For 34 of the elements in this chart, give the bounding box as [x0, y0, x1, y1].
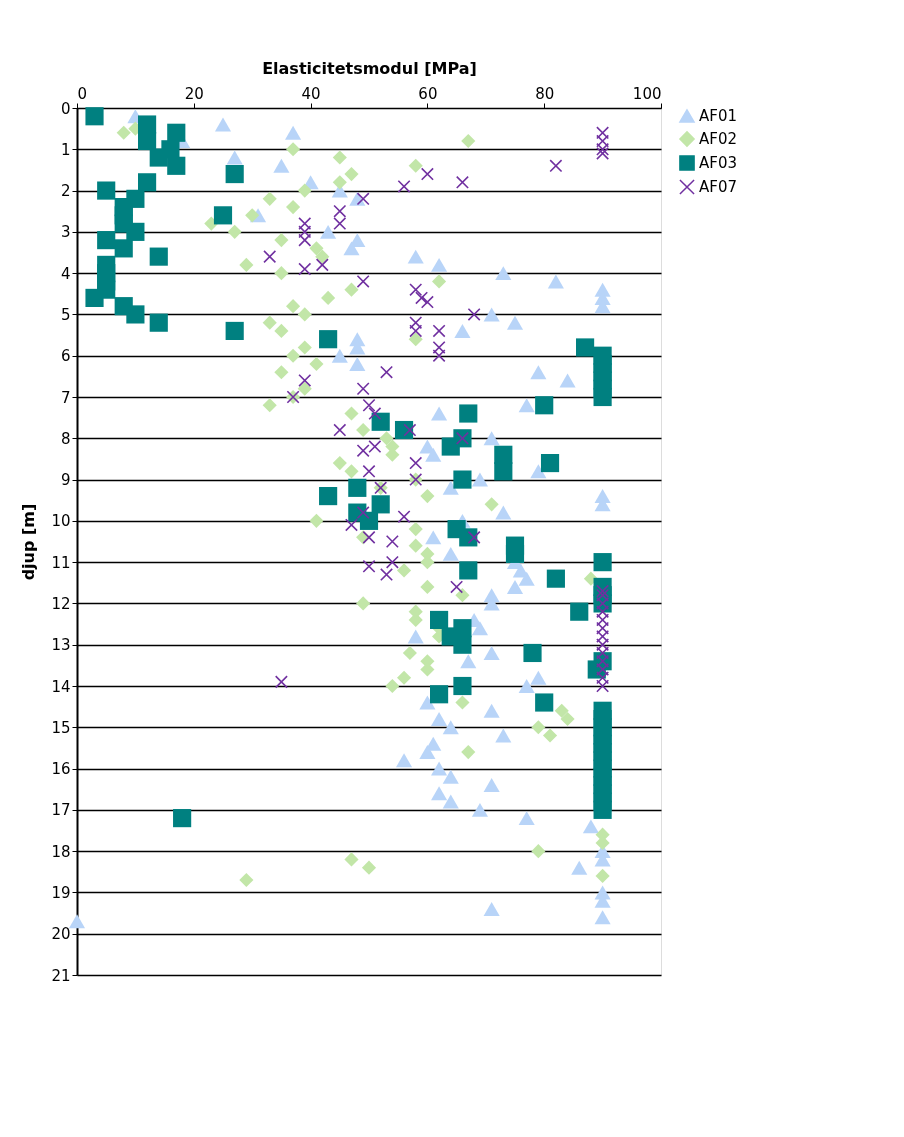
legend-label: AF01 [699, 107, 737, 125]
y-tick-label: 11 [51, 553, 71, 572]
y-tick-label: 2 [60, 182, 71, 201]
legend-label: AF02 [699, 130, 737, 148]
x-tick-label: 20 [184, 84, 204, 103]
legend-label: AF03 [699, 154, 737, 172]
y-tick-label: 17 [51, 801, 71, 820]
y-tick-label: 19 [51, 883, 71, 902]
x-tick-label: 40 [301, 84, 321, 103]
y-tick-label: 18 [51, 842, 71, 861]
y-tick-label: 15 [51, 718, 71, 737]
x-tick-label: 0 [77, 84, 88, 103]
y-tick-label: 14 [51, 677, 71, 696]
y-tick-label: 3 [60, 223, 71, 242]
y-tick-label: 6 [60, 347, 71, 366]
y-tick-label: 0 [60, 99, 71, 118]
y-tick-label: 4 [60, 264, 71, 283]
y-tick-label: 1 [60, 140, 71, 159]
y-tick-label: 5 [60, 305, 71, 324]
y-tick-label: 20 [51, 925, 71, 944]
x-tick-label: 60 [418, 84, 438, 103]
y-tick-label: 7 [60, 388, 71, 407]
y-tick-label: 12 [51, 594, 71, 613]
y-tick-label: 10 [51, 512, 71, 531]
y-tick-label: 9 [60, 471, 71, 490]
y-axis-title: djup [m] [19, 503, 39, 581]
y-tick-label: 13 [51, 636, 71, 655]
legend-label: AF07 [699, 178, 737, 196]
x-tick-label: 100 [632, 84, 662, 103]
x-axis-title: Elasticitetsmodul [MPa] [262, 58, 477, 78]
x-tick-label: 80 [535, 84, 555, 103]
y-tick-label: 21 [51, 966, 71, 985]
y-tick-label: 16 [51, 760, 71, 779]
y-tick-label: 8 [60, 429, 71, 448]
